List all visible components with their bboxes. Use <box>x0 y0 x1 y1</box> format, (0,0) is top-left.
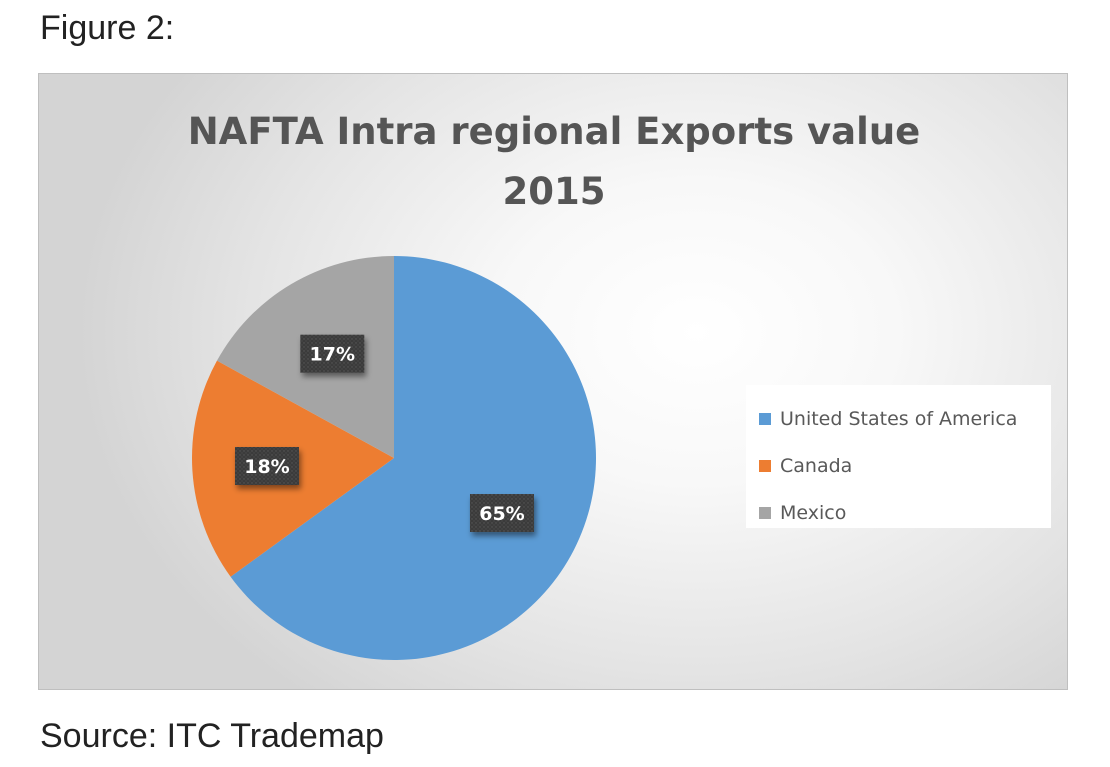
data-label-text: 17% <box>310 344 355 366</box>
legend: United States of America Canada Mexico <box>746 385 1051 528</box>
data-label-box <box>234 446 299 485</box>
legend-label-usa: United States of America <box>780 407 1018 430</box>
chart-title-line-2: 2015 <box>502 170 606 213</box>
data-label-text: 18% <box>244 456 289 478</box>
data-label-usa: 65% <box>469 494 534 533</box>
data-label-box <box>469 494 534 533</box>
legend-swatch-mexico <box>759 506 771 519</box>
legend-label-mexico: Mexico <box>780 501 847 524</box>
chart-title-line-1: NAFTA Intra regional Exports value <box>187 110 921 153</box>
figure-caption: Figure 2: <box>40 9 175 47</box>
pie-chart: 65% 18% 17% <box>191 256 597 660</box>
chart-title: NAFTA Intra regional Exports value 2015 <box>39 102 1067 222</box>
data-label-mexico: 17% <box>300 334 365 373</box>
chart-area: NAFTA Intra regional Exports value 2015 … <box>38 73 1068 690</box>
data-label-text: 65% <box>479 503 524 525</box>
source-caption: Source: ITC Trademap <box>40 717 384 755</box>
legend-label-canada: Canada <box>780 454 853 477</box>
data-label-canada: 18% <box>234 446 299 485</box>
legend-swatch-usa <box>759 412 771 425</box>
pie-slice-usa <box>230 256 597 660</box>
legend-item-mexico: Mexico <box>759 489 1051 536</box>
data-label-box <box>300 334 365 373</box>
legend-item-usa: United States of America <box>759 395 1051 442</box>
pie-data-labels: 65% 18% 17% <box>234 334 534 533</box>
legend-swatch-canada <box>759 459 771 472</box>
legend-item-canada: Canada <box>759 442 1051 489</box>
